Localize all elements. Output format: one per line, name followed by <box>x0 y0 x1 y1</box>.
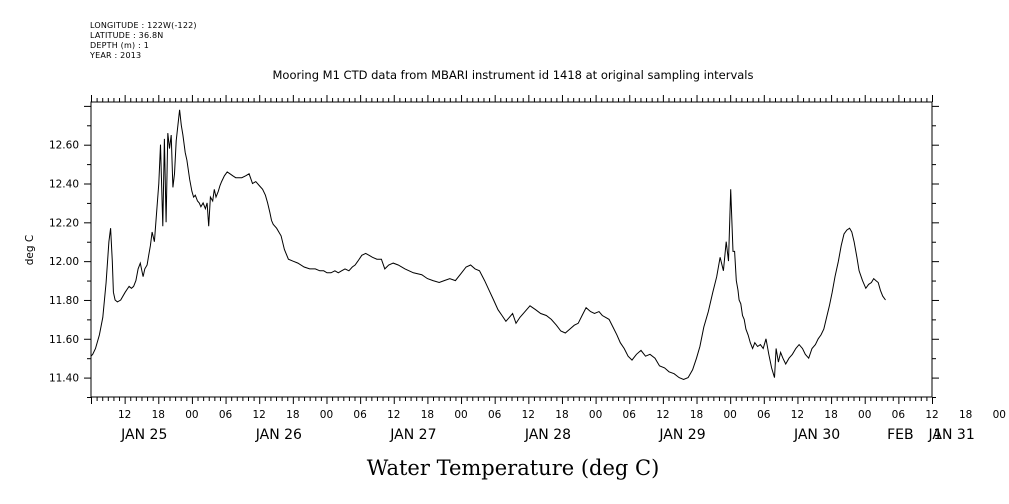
x-hour-label: 12 <box>253 409 266 421</box>
plot-frame <box>90 101 933 398</box>
x-hour-label: 00 <box>454 409 467 421</box>
y-tick-label: 11.80 <box>49 295 79 307</box>
x-hour-label: 12 <box>791 409 804 421</box>
y-tick-label: 12.60 <box>49 140 79 152</box>
x-hour-label: 00 <box>723 409 736 421</box>
x-hour-label: 00 <box>320 409 333 421</box>
x-hour-label: 18 <box>555 409 568 421</box>
metadata-block: LONGITUDE : 122W(-122) LATITUDE : 36.8N … <box>90 21 197 61</box>
x-hour-label: 00 <box>858 409 871 421</box>
x-hour-label: 00 <box>993 409 1006 421</box>
y-tick-label: 11.60 <box>49 334 79 346</box>
x-hour-label: 12 <box>656 409 669 421</box>
x-hour-label: 18 <box>959 409 972 421</box>
x-hour-label: 06 <box>757 409 771 421</box>
x-day-label: 1 <box>934 427 943 443</box>
latitude-label: LATITUDE : 36.8N <box>90 31 164 40</box>
x-day-label: JAN 27 <box>389 427 436 443</box>
tick-marks <box>84 95 939 404</box>
x-day-label: JAN 31 <box>928 427 975 443</box>
x-day-label: JAN 28 <box>524 427 571 443</box>
depth-label: DEPTH (m) : 1 <box>90 41 149 50</box>
year-label: YEAR : 2013 <box>90 51 142 60</box>
y-tick-label: 12.40 <box>49 179 79 191</box>
x-hour-label: 00 <box>589 409 602 421</box>
x-hour-label: 18 <box>152 409 165 421</box>
y-tick-label: 11.40 <box>49 373 79 385</box>
x-hour-label: 06 <box>219 409 233 421</box>
series-line-water-temperature <box>90 109 886 381</box>
x-hour-label: 18 <box>421 409 434 421</box>
x-hour-label: 12 <box>387 409 400 421</box>
x-hour-label: 00 <box>185 409 198 421</box>
x-day-label: FEB <box>887 427 914 443</box>
x-hour-label: 12 <box>522 409 535 421</box>
x-day-label: JAN 30 <box>793 427 840 443</box>
x-hour-label: 06 <box>488 409 502 421</box>
x-hour-label: 18 <box>824 409 837 421</box>
y-axis-title: deg C <box>24 235 36 265</box>
x-hour-label: 12 <box>118 409 131 421</box>
x-hour-label: 06 <box>623 409 637 421</box>
x-hour-label: 06 <box>892 409 906 421</box>
chart-title: Mooring M1 CTD data from MBARI instrumen… <box>273 68 754 82</box>
axis-labels: 12 18 00 06 12 18 00 06 12 18 00 06 12 18 00 06 12 18 00 06… <box>49 140 1006 443</box>
x-axis-title: Water Temperature (deg C) <box>367 456 660 480</box>
y-tick-label: 12.00 <box>49 256 79 268</box>
x-day-label: JAN 26 <box>255 427 302 443</box>
x-hour-label: 12 <box>925 409 938 421</box>
x-hour-label: 06 <box>353 409 367 421</box>
x-day-label: JAN 25 <box>120 427 167 443</box>
longitude-label: LONGITUDE : 122W(-122) <box>90 21 197 30</box>
x-hour-label: 18 <box>690 409 703 421</box>
y-tick-label: 12.20 <box>49 217 79 229</box>
x-hour-label: 18 <box>286 409 299 421</box>
x-day-label: JAN 29 <box>658 427 705 443</box>
